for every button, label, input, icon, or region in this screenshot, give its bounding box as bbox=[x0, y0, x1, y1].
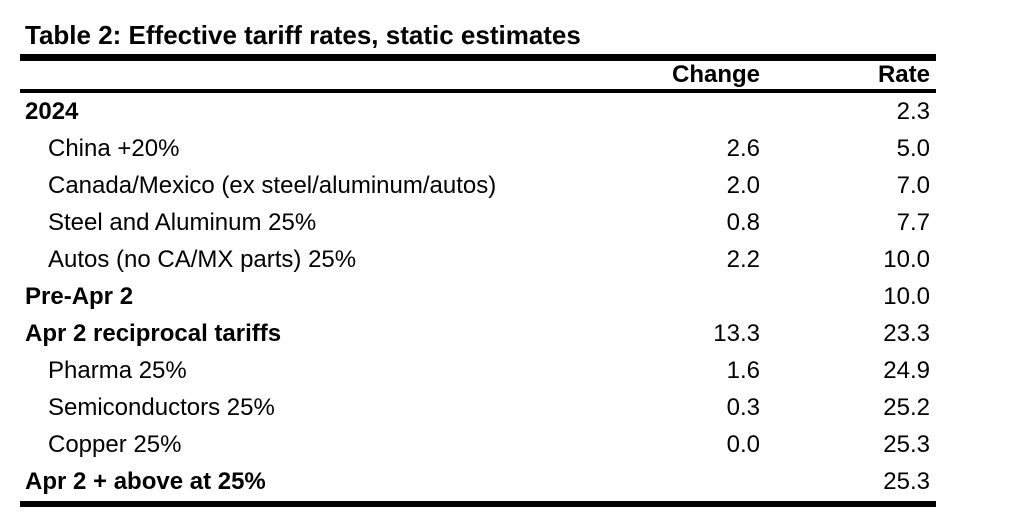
row-rate-value: 25.3 bbox=[883, 431, 930, 459]
table-row-pharma: Pharma 25% 1.6 24.9 bbox=[20, 353, 936, 390]
row-label: Copper 25% bbox=[48, 431, 182, 459]
row-label: Apr 2 reciprocal tariffs bbox=[25, 320, 282, 348]
table-row-china: China +20% 2.6 5.0 bbox=[20, 130, 936, 167]
row-change-value: 2.0 bbox=[726, 171, 760, 199]
table-row-pre-apr-2: Pre-Apr 2 10.0 bbox=[20, 278, 936, 315]
table-row-2024: 2024 2.3 bbox=[20, 93, 936, 130]
table-row-steel-aluminum: Steel and Aluminum 25% 0.8 7.7 bbox=[20, 204, 936, 241]
table-row-apr-2-reciprocal: Apr 2 reciprocal tariffs 13.3 23.3 bbox=[20, 316, 936, 353]
column-header-rate: Rate bbox=[877, 61, 930, 88]
table-row-apr-2-above: Apr 2 + above at 25% 25.3 bbox=[20, 464, 936, 501]
row-change-value: 0.0 bbox=[726, 431, 760, 459]
row-change-value: 2.2 bbox=[726, 245, 760, 273]
row-label: Canada/Mexico (ex steel/aluminum/autos) bbox=[48, 171, 497, 199]
row-label: Pre-Apr 2 bbox=[25, 283, 134, 311]
table-row-autos: Autos (no CA/MX parts) 25% 2.2 10.0 bbox=[20, 241, 936, 278]
row-label: Semiconductors 25% bbox=[48, 394, 275, 422]
row-change-value: 0.8 bbox=[726, 208, 760, 236]
row-change-value: 13.3 bbox=[713, 320, 760, 348]
row-rate-value: 7.7 bbox=[896, 208, 930, 236]
row-label: Autos (no CA/MX parts) 25% bbox=[48, 245, 357, 273]
row-rate-value: 25.3 bbox=[883, 468, 930, 496]
row-change-value: 1.6 bbox=[726, 357, 760, 385]
row-rate-value: 24.9 bbox=[883, 357, 930, 385]
row-label: Apr 2 + above at 25% bbox=[25, 468, 266, 496]
row-rate-value: 2.3 bbox=[896, 97, 930, 125]
table-body: 2024 2.3 China +20% 2.6 5.0 Canada/Mexic… bbox=[20, 93, 936, 508]
row-rate-value: 10.0 bbox=[883, 283, 930, 311]
row-label: 2024 bbox=[25, 97, 79, 125]
table-row-semiconductors: Semiconductors 25% 0.3 25.2 bbox=[20, 390, 936, 427]
table-title: Table 2: Effective tariff rates, static … bbox=[20, 18, 936, 61]
row-rate-value: 25.2 bbox=[883, 394, 930, 422]
row-change-value: 2.6 bbox=[726, 134, 760, 162]
column-header-change: Change bbox=[671, 61, 760, 88]
row-rate-value: 7.0 bbox=[896, 171, 930, 199]
row-rate-value: 23.3 bbox=[883, 320, 930, 348]
row-rate-value: 10.0 bbox=[883, 245, 930, 273]
row-change-value: 0.3 bbox=[726, 394, 760, 422]
row-label: China +20% bbox=[48, 134, 180, 162]
row-label: Pharma 25% bbox=[48, 357, 187, 385]
table-header-row: Change Rate bbox=[20, 61, 936, 93]
table-row-copper: Copper 25% 0.0 25.3 bbox=[20, 427, 936, 464]
tariff-table: Table 2: Effective tariff rates, static … bbox=[20, 18, 936, 508]
table-row-canada-mexico: Canada/Mexico (ex steel/aluminum/autos) … bbox=[20, 167, 936, 204]
row-label: Steel and Aluminum 25% bbox=[48, 208, 317, 236]
row-rate-value: 5.0 bbox=[896, 134, 930, 162]
